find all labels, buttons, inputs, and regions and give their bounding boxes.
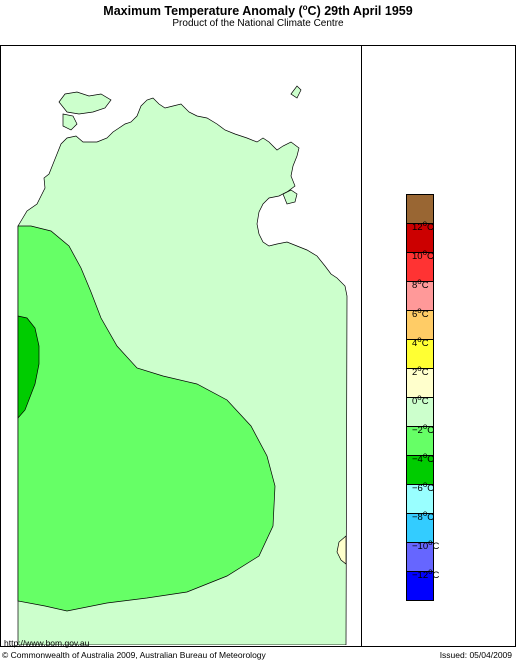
island-northeast [290,85,302,99]
legend-swatch-2 [406,252,434,281]
legend-swatch-11 [406,513,434,542]
legend-swatch-10 [406,484,434,513]
legend-tick-9: −6oC [412,480,435,495]
legend-tick-6: 0oC [412,393,429,408]
bom-website-link[interactable]: http://www.bom.gov.au [4,638,90,648]
legend-tick-4: 4oC [412,335,429,350]
map-title: Maximum Temperature Anomaly (oC) 29th Ap… [0,0,516,19]
panel-divider [361,46,362,646]
legend-swatch-6 [406,368,434,397]
legend-tick-1: 10oC [412,248,434,263]
island-melville [58,91,112,115]
title-degree: o [302,3,308,12]
legend-tick-8: −4oC [412,451,435,466]
legend-swatch-0 [406,194,434,223]
legend-tick-3: 6oC [412,306,429,321]
legend-swatch-3 [406,281,434,310]
title-main: Maximum Temperature Anomaly ( [103,4,303,19]
copyright-notice: © Commonwealth of Australia 2009, Austra… [2,650,266,660]
legend-tick-7: −2oC [412,422,435,437]
legend-swatch-5 [406,339,434,368]
map-panel [1,46,361,645]
map-subtitle: Product of the National Climate Centre [172,18,344,29]
legend-swatch-4 [406,310,434,339]
legend-swatch-7 [406,397,434,426]
legend-swatch-12 [406,542,434,571]
legend-tick-10: −8oC [412,509,435,524]
issued-date: Issued: 05/04/2009 [439,650,512,660]
dark-green-zone [17,315,40,419]
legend-tick-0: 12oC [412,219,434,234]
title-rest: C) 29th April 1959 [307,4,413,19]
legend-swatch-9 [406,455,434,484]
legend-tick-2: 8oC [412,277,429,292]
anomaly-map [17,85,348,645]
legend-swatch-8 [406,426,434,455]
legend-tick-5: 2oC [412,364,429,379]
legend-swatch-13 [406,571,434,601]
legend-swatch-1 [406,223,434,252]
legend-tick-12: −12oC [412,567,440,582]
legend-tick-11: −10oC [412,538,440,553]
island-bathurst [62,113,78,131]
pale-yellow-zone [336,535,347,565]
mid-green-zone [17,225,276,612]
island-groote [282,189,298,205]
